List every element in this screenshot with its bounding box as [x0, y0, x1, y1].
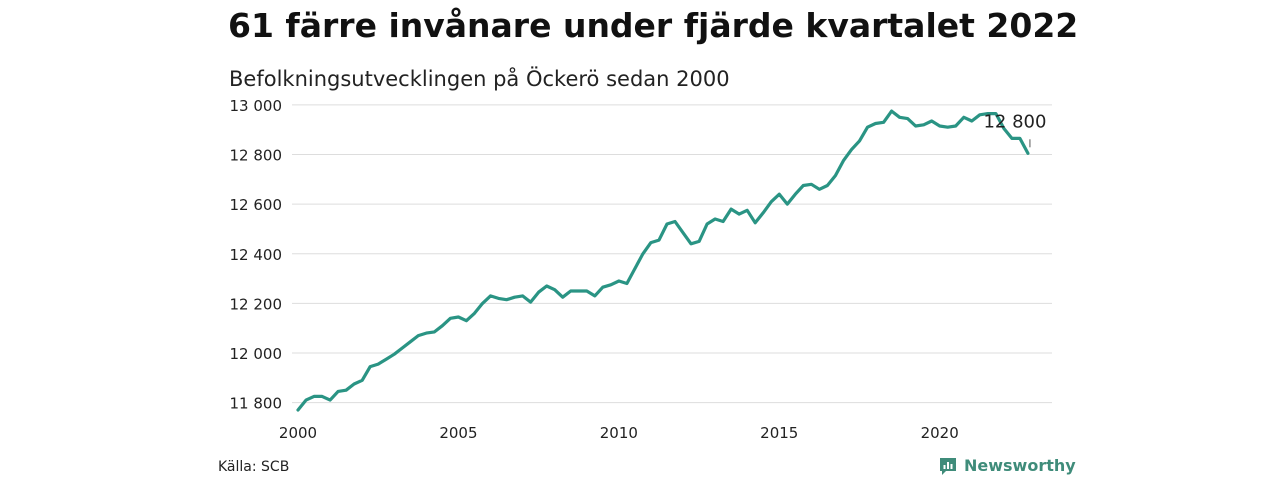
y-tick-label: 12 800: [230, 147, 283, 165]
x-tick-label: 2015: [760, 424, 798, 442]
series-line: [296, 109, 1030, 412]
y-tick-label: 12 200: [230, 295, 283, 313]
brand-name: Newsworthy: [964, 456, 1076, 475]
x-tick-label: 2000: [279, 424, 317, 442]
end-value-label: 12 800: [983, 111, 1046, 132]
source-note: Källa: SCB: [218, 459, 290, 475]
y-tick-label: 12 400: [230, 246, 283, 264]
y-tick-label: 12 600: [230, 196, 283, 214]
annotation: 12 800: [983, 111, 1046, 148]
y-tick-label: 11 800: [230, 395, 283, 413]
chart-title: 61 färre invånare under fjärde kvartalet…: [228, 6, 1079, 45]
chart-subtitle: Befolkningsutvecklingen på Öckerö sedan …: [229, 67, 730, 91]
x-axis: 2000 2005 2010 2015 2020: [279, 424, 959, 442]
y-axis: 11 800 12 000 12 200 12 400 12 600 12 800 13 0…: [230, 97, 283, 413]
x-tick-label: 2010: [600, 424, 638, 442]
brand-logo[interactable]: Newsworthy: [938, 455, 1076, 477]
x-tick-label: 2005: [439, 424, 477, 442]
y-tick-label: 13 000: [230, 97, 283, 115]
gridlines: [292, 104, 1052, 404]
x-tick-label: 2020: [921, 424, 959, 442]
y-tick-label: 12 000: [230, 345, 283, 363]
newsworthy-logo-icon: [940, 458, 956, 475]
series-layer: [296, 109, 1030, 412]
